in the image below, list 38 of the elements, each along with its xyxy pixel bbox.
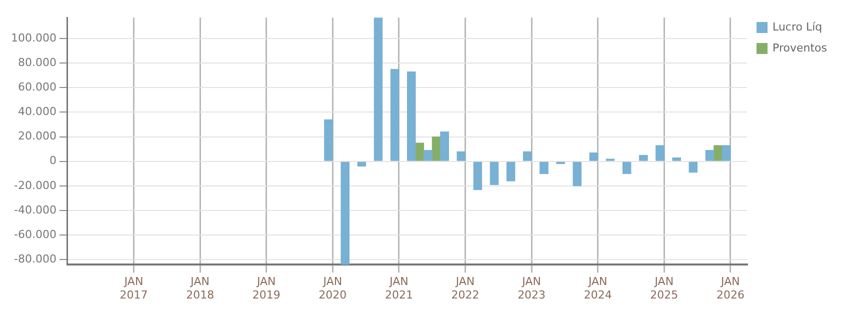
x-tick-label: JAN 2022	[451, 275, 480, 302]
x-tick-label: JAN 2026	[716, 275, 744, 302]
x-tick-label: JAN 2025	[650, 275, 678, 302]
legend-label: Lucro Líq	[772, 20, 822, 34]
bar	[432, 136, 441, 161]
y-tick-label: 40.000	[18, 105, 56, 118]
x-tick-label: JAN 2019	[252, 275, 280, 302]
x-tick-label: JAN 2023	[518, 275, 546, 302]
bar	[722, 145, 731, 161]
bar	[506, 162, 516, 182]
x-tick-label: JAN 2021	[384, 275, 413, 302]
y-tick-label: -60.000	[14, 228, 56, 241]
bar	[490, 162, 499, 186]
x-tick-label: JAN 2020	[318, 275, 347, 302]
x-tick-label: JAN 2018	[186, 275, 214, 302]
y-tick-label: 60.000	[18, 80, 56, 94]
y-tick-label: 0	[49, 154, 56, 168]
x-tick-label: JAN 2024	[584, 275, 612, 302]
bar	[406, 71, 416, 161]
y-tick-label: -20.000	[14, 178, 56, 192]
bar	[324, 119, 334, 161]
bar	[415, 142, 424, 161]
x-tick-label: JAN 2017	[120, 275, 148, 302]
bar	[656, 145, 664, 161]
legend-label: Proventos	[772, 41, 828, 54]
bar	[440, 132, 450, 161]
bar	[473, 162, 482, 190]
bar	[374, 18, 383, 161]
bar	[357, 162, 366, 167]
y-tick-label: -40.000	[14, 203, 56, 216]
y-tick-label: 80.000	[18, 56, 56, 69]
bar	[390, 68, 400, 161]
y-tick-label: 100.000	[10, 31, 56, 44]
bar	[572, 162, 582, 186]
y-tick-label: 20.000	[18, 130, 56, 143]
bar	[714, 145, 722, 161]
bar	[340, 162, 350, 265]
y-tick-label: -80.000	[14, 252, 56, 266]
